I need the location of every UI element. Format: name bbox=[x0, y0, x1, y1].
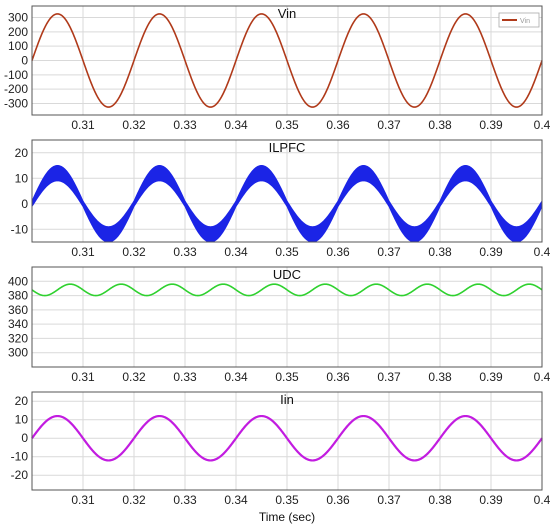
y-tick-label: 100 bbox=[8, 39, 28, 53]
x-tick-label: 0.37 bbox=[377, 370, 401, 384]
x-tick-label: 0.32 bbox=[122, 370, 146, 384]
x-tick-label: 0.33 bbox=[173, 493, 197, 507]
y-tick-label: 0 bbox=[21, 197, 28, 211]
x-tick-label: 0.39 bbox=[479, 493, 503, 507]
plot-frame bbox=[31, 391, 543, 491]
x-tick-label: 0.4 bbox=[534, 118, 550, 132]
y-tick-label: 300 bbox=[8, 10, 28, 24]
y-tick-label: 360 bbox=[8, 303, 28, 317]
x-tick-label: 0.34 bbox=[224, 493, 248, 507]
chart-title: UDC bbox=[273, 267, 301, 282]
y-tick-label: -20 bbox=[11, 468, 29, 482]
x-tick-label: 0.37 bbox=[377, 493, 401, 507]
x-tick-label: 0.32 bbox=[122, 493, 146, 507]
series-line bbox=[31, 13, 543, 108]
legend-box bbox=[498, 12, 540, 28]
y-tick-label: 400 bbox=[8, 274, 28, 288]
x-tick-label: 0.33 bbox=[173, 118, 197, 132]
series-line bbox=[31, 414, 543, 462]
legend: Vin bbox=[498, 12, 540, 28]
chart-panel: 0.31 0.32 0.33 0.34 0.35 0.36 0.37 0.38 0.39 0.4 2… bbox=[11, 139, 550, 259]
x-tick-label: 0.32 bbox=[122, 245, 146, 259]
x-tick-label: 0.4 bbox=[534, 493, 550, 507]
plot-frame bbox=[31, 5, 543, 116]
x-tick-label: 0.38 bbox=[428, 245, 452, 259]
legend-entry: Vin bbox=[520, 18, 530, 25]
chart-panel: 0.31 0.32 0.33 0.34 0.35 0.36 0.37 0.38 0.39 0.4 4… bbox=[8, 266, 550, 384]
x-tick-label: 0.36 bbox=[326, 370, 350, 384]
series-line bbox=[31, 283, 543, 297]
x-tick-label: 0.31 bbox=[71, 245, 95, 259]
y-tick-label: -10 bbox=[11, 222, 29, 236]
y-tick-label: 340 bbox=[8, 317, 28, 331]
x-tick-label: 0.4 bbox=[534, 370, 550, 384]
y-tick-label: 300 bbox=[8, 346, 28, 360]
x-tick-label: 0.35 bbox=[275, 118, 299, 132]
y-tick-label: -200 bbox=[4, 82, 28, 96]
x-tick-label: 0.33 bbox=[173, 370, 197, 384]
x-tick-label: 0.32 bbox=[122, 118, 146, 132]
y-tick-label: 20 bbox=[15, 394, 29, 408]
x-tick-label: 0.38 bbox=[428, 118, 452, 132]
plot-frame bbox=[31, 266, 543, 368]
chart-title: Iin bbox=[280, 392, 294, 407]
x-tick-label: 0.34 bbox=[224, 370, 248, 384]
x-tick-label: 0.35 bbox=[275, 493, 299, 507]
x-tick-label: 0.39 bbox=[479, 370, 503, 384]
y-tick-label: -100 bbox=[4, 68, 28, 82]
chart-panel: 0.31 0.32 0.33 0.34 0.35 0.36 0.37 0.38 0.39 0.4 2… bbox=[11, 391, 550, 524]
x-tick-label: 0.39 bbox=[479, 118, 503, 132]
x-tick-label: 0.34 bbox=[224, 118, 248, 132]
y-tick-label: 10 bbox=[15, 413, 29, 427]
x-tick-label: 0.33 bbox=[173, 245, 197, 259]
x-tick-label: 0.37 bbox=[377, 118, 401, 132]
x-tick-label: 0.34 bbox=[224, 245, 248, 259]
y-tick-label: -300 bbox=[4, 97, 28, 111]
x-tick-label: 0.36 bbox=[326, 245, 350, 259]
y-tick-label: 380 bbox=[8, 289, 28, 303]
y-tick-label: 200 bbox=[8, 25, 28, 39]
x-tick-label: 0.39 bbox=[479, 245, 503, 259]
x-tick-label: 0.37 bbox=[377, 245, 401, 259]
x-tick-label: 0.38 bbox=[428, 370, 452, 384]
x-tick-label: 0.36 bbox=[326, 118, 350, 132]
y-tick-label: 20 bbox=[15, 146, 29, 160]
x-tick-label: 0.31 bbox=[71, 493, 95, 507]
chart-title: ILPFC bbox=[269, 140, 306, 155]
x-tick-label: 0.31 bbox=[71, 370, 95, 384]
chart-title: Vin bbox=[278, 6, 297, 21]
y-tick-label: 0 bbox=[21, 54, 28, 68]
y-tick-label: 10 bbox=[15, 171, 29, 185]
x-tick-label: 0.35 bbox=[275, 245, 299, 259]
x-tick-label: 0.36 bbox=[326, 493, 350, 507]
y-tick-label: 0 bbox=[21, 431, 28, 445]
x-axis-label: Time (sec) bbox=[259, 510, 315, 524]
x-tick-label: 0.38 bbox=[428, 493, 452, 507]
chart-panel: 0.31 0.32 0.33 0.34 0.35 0.36 0.37 0.38 0.39 0.4 3… bbox=[4, 5, 550, 132]
y-tick-label: -10 bbox=[11, 450, 29, 464]
x-tick-label: 0.4 bbox=[534, 245, 550, 259]
x-tick-label: 0.31 bbox=[71, 118, 95, 132]
y-tick-label: 320 bbox=[8, 331, 28, 345]
plot-frame bbox=[31, 139, 543, 243]
x-tick-label: 0.35 bbox=[275, 370, 299, 384]
